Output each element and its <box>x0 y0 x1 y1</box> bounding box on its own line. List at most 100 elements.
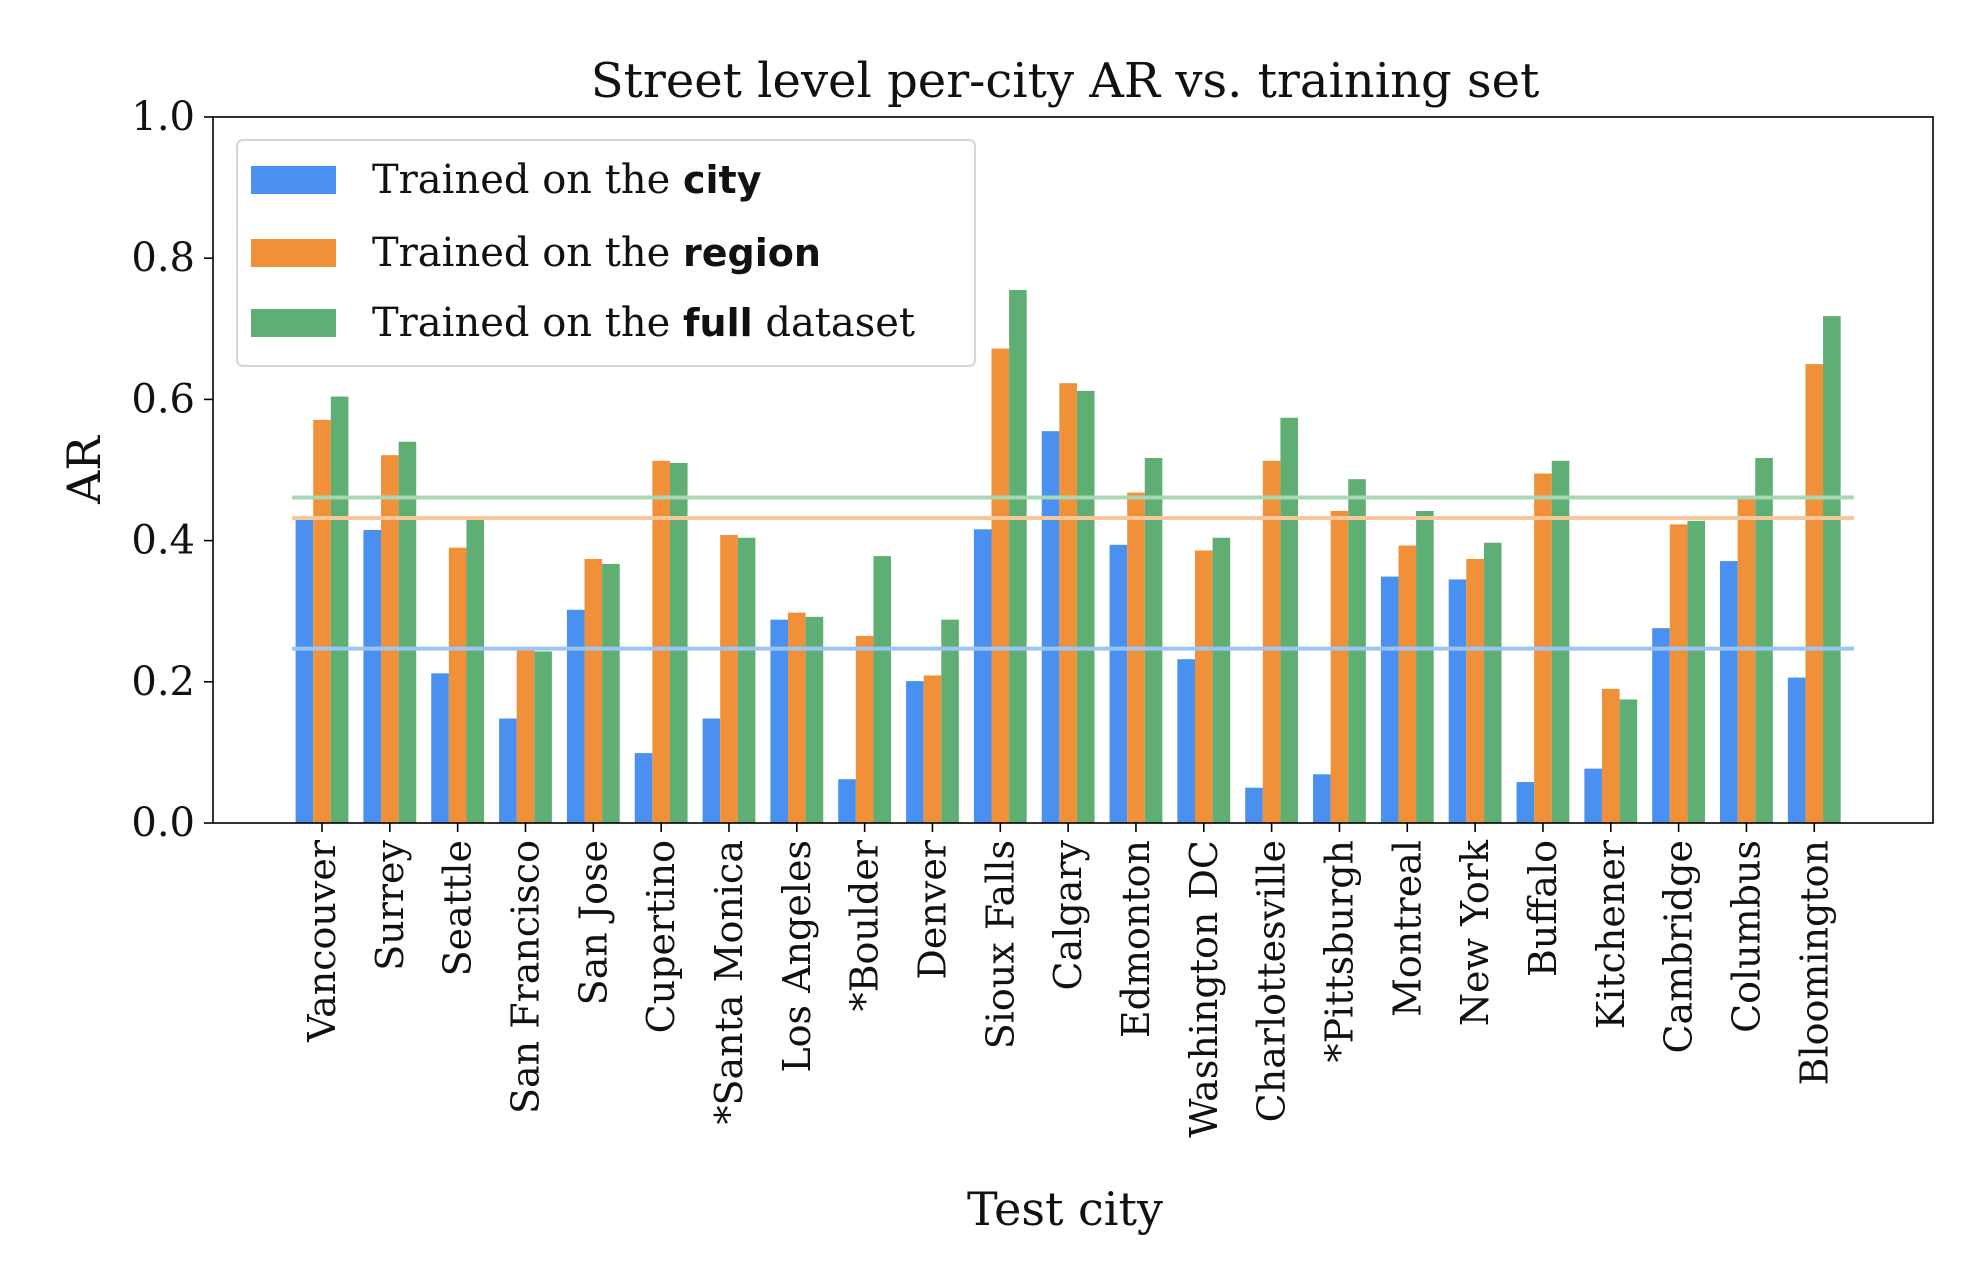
bar <box>1330 510 1349 823</box>
y-tick-label: 1.0 <box>131 94 195 140</box>
bar <box>1262 460 1281 823</box>
legend-label: Trained on the region <box>372 230 821 276</box>
x-tick-label: Cambridge <box>1657 840 1701 1054</box>
bar <box>398 441 417 823</box>
bar <box>1551 460 1570 823</box>
bar <box>1805 364 1824 823</box>
x-tick-label: *Pittsburgh <box>1317 840 1361 1063</box>
bar <box>602 563 620 823</box>
bar <box>1483 542 1502 823</box>
bar <box>534 651 552 823</box>
legend-label-prefix: Trained on the <box>372 230 683 276</box>
x-tick-label: Los Angeles <box>775 840 819 1073</box>
legend-label-bold: city <box>683 158 762 202</box>
legend-swatch <box>251 309 336 337</box>
bar <box>330 396 349 823</box>
bar <box>1177 659 1195 823</box>
bar <box>1313 774 1331 823</box>
bar <box>1720 561 1738 823</box>
y-tick-label: 0.8 <box>131 235 195 281</box>
legend-label-suffix: dataset <box>753 300 915 346</box>
x-tick-label: Seattle <box>436 840 480 976</box>
x-tick-label: Buffalo <box>1521 840 1565 977</box>
x-tick-label: Sioux Falls <box>978 840 1022 1049</box>
bar <box>1009 289 1027 824</box>
bar <box>1669 524 1688 823</box>
x-tick-label: Surrey <box>368 839 412 970</box>
bar <box>1466 558 1484 823</box>
bar <box>1280 417 1299 823</box>
y-tick-label: 0.6 <box>131 376 195 422</box>
plot-frame <box>212 116 1934 824</box>
y-tick-label: 0.0 <box>131 800 195 846</box>
legend-label-prefix: Trained on the <box>372 300 683 346</box>
bar <box>1823 316 1841 823</box>
legend-swatch <box>251 166 336 194</box>
bar <box>855 635 874 823</box>
bar <box>737 537 756 823</box>
bar <box>295 519 314 823</box>
legend-box <box>236 139 976 367</box>
x-tick-label: Kitchener <box>1589 839 1633 1029</box>
bar <box>363 530 382 823</box>
bar <box>973 529 992 823</box>
legend-label: Trained on the city <box>372 157 762 203</box>
bar <box>566 609 585 823</box>
bar <box>448 547 467 823</box>
bar <box>669 462 688 823</box>
bar <box>584 558 603 823</box>
x-tick-label: Denver <box>910 839 954 979</box>
x-tick-label: Charlottesville <box>1250 840 1294 1122</box>
bar <box>1687 520 1705 823</box>
bar <box>634 753 653 823</box>
bar <box>1601 688 1620 823</box>
bar <box>941 619 959 823</box>
bar <box>466 519 485 823</box>
bar <box>1194 550 1213 823</box>
bar <box>1109 544 1128 823</box>
bar <box>1584 768 1602 823</box>
bar <box>873 556 892 823</box>
bar <box>652 460 670 823</box>
bar <box>1755 457 1773 823</box>
bar <box>1245 787 1263 823</box>
bar <box>788 612 806 823</box>
bar <box>516 647 535 823</box>
bar <box>1212 537 1231 823</box>
bar <box>1787 677 1806 823</box>
bar <box>1516 782 1535 823</box>
x-tick-label: New York <box>1453 839 1497 1026</box>
legend-label-prefix: Trained on the <box>372 157 683 203</box>
x-tick-label: Cupertino <box>639 840 683 1033</box>
bar <box>313 419 331 823</box>
x-tick-label: San Francisco <box>503 840 547 1114</box>
x-tick-label: Calgary <box>1046 839 1090 990</box>
bar <box>838 779 856 823</box>
x-tick-label: San Jose <box>571 840 615 1005</box>
bar <box>906 681 924 823</box>
x-tick-label: Vancouver <box>300 839 344 1043</box>
legend-swatch <box>251 239 336 267</box>
bar <box>770 619 789 823</box>
y-tick-label: 0.2 <box>131 659 195 705</box>
bar <box>381 455 399 823</box>
bar <box>720 534 738 823</box>
bar <box>702 718 721 823</box>
bar <box>1448 579 1467 823</box>
bar <box>499 718 517 823</box>
bar <box>1737 497 1756 823</box>
bar <box>805 616 824 823</box>
legend-label-bold: region <box>683 231 821 275</box>
bar <box>1144 457 1163 823</box>
y-axis-label: AR <box>57 435 111 505</box>
legend-label: Trained on the full dataset <box>372 300 915 346</box>
bar <box>431 673 449 823</box>
x-tick-label: Columbus <box>1724 840 1768 1033</box>
bar <box>1041 431 1060 823</box>
bar <box>1127 492 1145 823</box>
plot-area: 0.0 0.2 0.4 0.6 0.8 1.0 Vancouver Surrey Seattle… <box>131 94 1934 1138</box>
chart-title: Street level per-city AR vs. training se… <box>591 53 1540 109</box>
bar <box>1059 383 1077 823</box>
